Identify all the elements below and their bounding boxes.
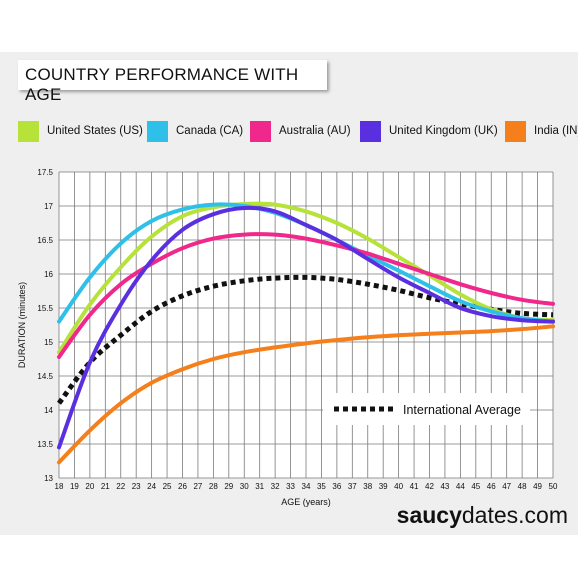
x-tick-label: 19 [70, 482, 79, 491]
legend-label: Canada (CA) [176, 125, 244, 137]
y-tick-label: 17.5 [37, 168, 53, 177]
x-tick-label: 38 [363, 482, 372, 491]
legend-label: United States (US) [47, 125, 143, 137]
average-legend-label: International Average [403, 403, 521, 417]
legend-swatch [250, 121, 271, 142]
x-tick-label: 27 [193, 482, 202, 491]
x-tick-label: 44 [456, 482, 465, 491]
x-tick-label: 31 [255, 482, 264, 491]
average-legend-box [323, 393, 530, 425]
x-tick-label: 35 [317, 482, 326, 491]
brand-rest: dates.com [461, 502, 568, 528]
x-tick-label: 46 [487, 482, 496, 491]
x-tick-label: 23 [132, 482, 141, 491]
x-tick-label: 33 [286, 482, 295, 491]
x-tick-label: 41 [410, 482, 419, 491]
legend-swatch [18, 121, 39, 142]
title-box: COUNTRY PERFORMANCE WITH AGE [18, 60, 327, 104]
x-tick-label: 36 [332, 482, 341, 491]
x-tick-label: 22 [116, 482, 125, 491]
x-tick-label: 24 [147, 482, 156, 491]
y-tick-label: 13.5 [37, 440, 53, 449]
series-line-united-states-us [57, 201, 555, 355]
x-tick-label: 32 [271, 482, 280, 491]
x-tick-label: 48 [518, 482, 527, 491]
y-tick-label: 13 [44, 474, 53, 483]
x-tick-label: 47 [502, 482, 511, 491]
y-axis-label: DURATION (minutes) [17, 282, 27, 368]
x-tick-label: 34 [302, 482, 311, 491]
x-tick-label: 37 [348, 482, 357, 491]
x-tick-label: 29 [224, 482, 233, 491]
brand-bold: saucy [396, 502, 462, 528]
x-axis-label: AGE (years) [281, 497, 331, 507]
y-tick-label: 15.5 [37, 304, 53, 313]
x-tick-label: 40 [394, 482, 403, 491]
series-line-united-kingdom-uk [57, 205, 555, 450]
x-tick-label: 20 [85, 482, 94, 491]
x-tick-label: 30 [240, 482, 249, 491]
x-tick-label: 39 [379, 482, 388, 491]
brand-logo: saucydates.com [0, 502, 568, 529]
x-tick-label: 49 [533, 482, 542, 491]
legend-label: India (IN) [534, 125, 578, 137]
x-tick-label: 25 [163, 482, 172, 491]
legend-swatch [360, 121, 381, 142]
y-tick-label: 16.5 [37, 236, 53, 245]
legend-swatch [505, 121, 526, 142]
x-tick-label: 42 [425, 482, 434, 491]
x-tick-label: 21 [101, 482, 110, 491]
series-line-international-average [56, 274, 554, 405]
y-tick-label: 16 [44, 270, 53, 279]
x-tick-label: 43 [440, 482, 449, 491]
y-tick-label: 17 [44, 202, 53, 211]
legend-swatch [147, 121, 168, 142]
x-tick-label: 18 [55, 482, 64, 491]
x-tick-label: 45 [471, 482, 480, 491]
x-tick-label: 50 [549, 482, 558, 491]
series-line-india-in [57, 324, 555, 465]
x-tick-label: 28 [209, 482, 218, 491]
x-tick-label: 26 [178, 482, 187, 491]
chart-title: COUNTRY PERFORMANCE WITH AGE [25, 65, 299, 104]
y-tick-label: 14.5 [37, 372, 53, 381]
legend-label: Australia (AU) [279, 125, 351, 137]
y-tick-label: 14 [44, 406, 53, 415]
y-tick-label: 15 [44, 338, 53, 347]
legend-label: United Kingdom (UK) [389, 125, 498, 137]
